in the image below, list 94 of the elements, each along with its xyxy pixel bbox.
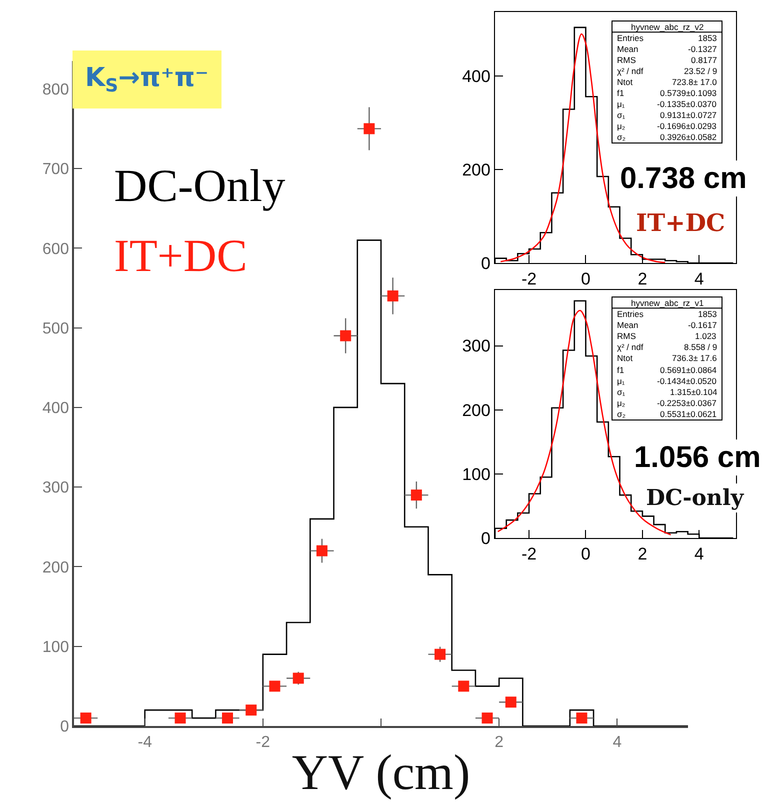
annotation: Entries	[617, 33, 644, 43]
point	[576, 712, 588, 724]
y-tick-label: 100	[462, 464, 490, 484]
y-tick-label: 500	[42, 320, 70, 338]
point	[269, 680, 280, 692]
point	[458, 680, 470, 692]
annotation: σ₁	[617, 387, 626, 397]
annotation: 1.056 cm	[634, 441, 761, 474]
annotation: χ² / ndf	[617, 66, 644, 76]
annotation: RMS	[617, 331, 636, 341]
x-tick-label: 4	[694, 544, 704, 564]
y-tick-label: 400	[42, 400, 70, 418]
annotation: Ntot	[617, 353, 634, 363]
annotation: 0.5691±0.0864	[660, 365, 717, 375]
y-tick-label: 300	[42, 480, 70, 497]
y-tick-label: 0	[480, 528, 490, 548]
y-tick-label: 300	[462, 336, 490, 356]
x-tick-label: -2	[521, 544, 537, 564]
annotation: σ₂	[617, 409, 626, 419]
annotation: μ₂	[617, 398, 626, 408]
x-tick-label: -2	[521, 270, 537, 289]
point	[316, 545, 328, 556]
y-tick-label: 200	[462, 400, 490, 420]
annotation: 8.558 / 9	[684, 342, 718, 352]
y-tick-label: 700	[42, 161, 70, 178]
annotation: 0.9131±0.0727	[660, 110, 717, 120]
point	[482, 712, 493, 724]
x-tick-label: -2	[256, 734, 270, 751]
chart-title: K$_{S}$→π⁺π⁻	[85, 63, 209, 96]
annotation: f1	[617, 88, 624, 98]
annotation: μ₁	[617, 99, 625, 109]
annotation: Mean	[617, 44, 639, 54]
annotation: hyvnew_abc_rz_v2	[631, 22, 704, 32]
annotation: Entries	[617, 309, 644, 319]
point	[387, 290, 398, 302]
annotation: Mean	[617, 320, 639, 330]
annotation: 1853	[698, 33, 718, 43]
point	[434, 648, 446, 660]
x-tick-label: 2	[638, 270, 648, 289]
y-tick-label: 200	[462, 160, 490, 180]
annotation: -0.1327	[688, 44, 718, 54]
x-tick-label: 2	[638, 544, 648, 564]
annotation: 0.738 cm	[620, 162, 747, 195]
point	[222, 712, 233, 724]
point	[410, 490, 422, 501]
annotation: 1853	[698, 309, 718, 319]
x-axis-title: YV (cm)	[292, 744, 470, 800]
point	[505, 696, 516, 708]
annotation: 736.3± 17.6	[672, 353, 718, 363]
annotation: 0.5739±0.1093	[660, 88, 717, 98]
annotation: 1.315±0.104	[670, 387, 718, 397]
annotation: Ntot	[617, 77, 634, 87]
annotation: μ₂	[617, 121, 626, 131]
point	[80, 712, 92, 724]
x-tick-label: 2	[494, 734, 504, 751]
annotation: -0.1617	[688, 320, 718, 330]
y-tick-label: 400	[462, 66, 490, 86]
annotation: 0.5531±0.0621	[660, 409, 717, 419]
annotation: χ² / ndf	[617, 342, 644, 352]
annotation: σ₂	[617, 132, 626, 142]
annotation: 23.52 / 9	[684, 66, 718, 76]
point	[174, 712, 186, 724]
x-tick-label: -4	[138, 734, 152, 751]
y-tick-label: 100	[42, 638, 70, 656]
point	[340, 330, 352, 342]
y-tick-label: 0	[60, 718, 70, 736]
x-tick-label: 0	[580, 544, 590, 564]
annotation: IT+DC	[636, 208, 726, 237]
annotation: -0.2253±0.0367	[657, 398, 717, 408]
x-tick-label: 4	[612, 734, 622, 751]
x-tick-label: 0	[580, 270, 590, 289]
series-label: DC-Only	[114, 160, 286, 211]
annotation: -0.1434±0.0520	[657, 376, 717, 386]
point	[292, 672, 304, 684]
point	[246, 704, 257, 716]
annotation: -0.1696±0.0293	[657, 121, 717, 131]
annotation: -0.1335±0.0370	[657, 99, 717, 109]
y-tick-label: 200	[42, 559, 70, 576]
annotation: 723.8± 17.0	[672, 77, 718, 87]
annotation: f1	[617, 365, 624, 375]
annotation: μ₁	[617, 376, 625, 386]
annotation: 0.8177	[691, 55, 718, 65]
annotation: hyvnew_abc_rz_v1	[631, 298, 704, 308]
annotation: σ₁	[617, 110, 626, 120]
y-tick-label: 600	[42, 240, 70, 258]
point	[364, 123, 375, 134]
text: IT+DC	[114, 230, 248, 281]
annotation: 1.023	[695, 331, 717, 341]
x-tick-label: 4	[694, 270, 704, 289]
y-tick-label: 0	[480, 254, 490, 273]
y-tick-label: 800	[42, 81, 70, 98]
annotation: 0.3926±0.0582	[660, 132, 717, 142]
annotation: RMS	[617, 55, 636, 65]
annotation: DC-only	[646, 485, 745, 511]
